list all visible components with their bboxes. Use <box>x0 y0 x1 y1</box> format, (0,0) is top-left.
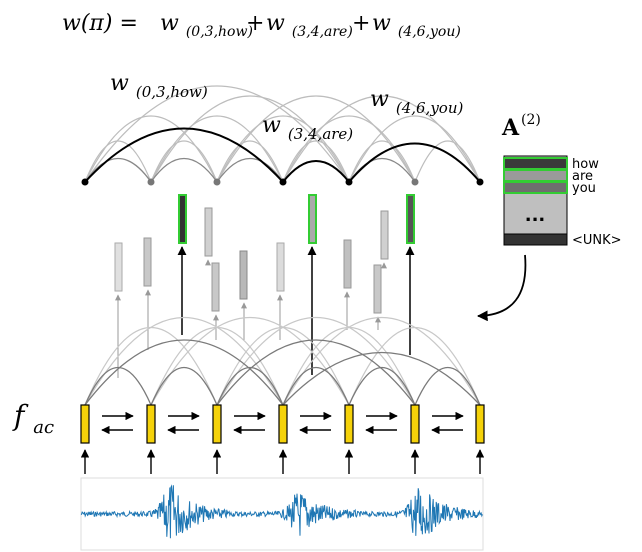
svg-text:w (4,6,you): w (4,6,you) <box>370 87 463 117</box>
rnn-cell-3 <box>278 404 288 444</box>
arc-are <box>282 160 350 183</box>
rnn-cell-1 <box>146 404 156 444</box>
matrix-label-you: you <box>572 181 596 196</box>
arc-label-are-base: w <box>262 113 281 138</box>
svg-text:w (4,6,you): w (4,6,you) <box>372 11 461 40</box>
matrix-row-unk <box>503 233 568 246</box>
rnn-cell-0 <box>80 404 90 444</box>
embedding-are <box>308 194 317 244</box>
svg-text:w(π) =: w(π) = <box>62 11 138 36</box>
svg-text:w (0,3,how): w (0,3,how) <box>110 71 208 101</box>
embedding-arrows-light <box>115 259 387 378</box>
equation-plus-2: + <box>352 11 370 36</box>
equation-term-3-sub: (4,6,you) <box>398 24 461 40</box>
equation-term-2-base: w <box>266 11 285 36</box>
equation-term-1-sub: (0,3,how) <box>186 24 253 40</box>
matrix-row-you <box>503 181 568 194</box>
embedding-matrix: A (2) ... how are you <UNK> <box>501 112 622 248</box>
rnn-cell-5 <box>410 404 420 444</box>
rnn-cell-2 <box>212 404 222 444</box>
matrix-title: A <box>501 115 520 141</box>
equation-plus-1: + <box>246 11 264 36</box>
arc-how <box>84 127 284 183</box>
arc-label-you-sub: (4,6,you) <box>396 99 464 117</box>
upper-lattice-nodes <box>81 178 484 186</box>
matrix-label-are: are <box>572 169 593 184</box>
equation-term-3-base: w <box>372 11 391 36</box>
matrix-row-how <box>503 157 568 170</box>
embedding-you <box>406 194 415 244</box>
matrix-row-are <box>503 169 568 182</box>
segment-embeddings <box>114 194 415 314</box>
lower-lattice-mid-arcs <box>84 339 481 406</box>
matrix-label-how: how <box>572 157 599 172</box>
arc-label-are-sub: (3,4,are) <box>288 125 353 143</box>
matrix-to-embedding-arrow <box>476 254 527 322</box>
equation-term-1-base: w <box>160 11 179 36</box>
matrix-label-unk: <UNK> <box>572 233 622 248</box>
selected-path-arcs <box>84 127 481 183</box>
equation-lhs: w(π) = <box>62 11 138 36</box>
arc-labels: w (0,3,how) w (3,4,are) w (4,6,you) <box>110 71 463 143</box>
lower-lattice-light-arcs <box>84 317 481 406</box>
speech-waveform <box>80 477 484 551</box>
top-equation: w(π) = w (0,3,how) + w (3,4,are) + w (4,… <box>62 11 461 40</box>
acoustic-encoder-label: f ac <box>12 399 54 438</box>
arc-label-how-sub: (0,3,how) <box>136 83 208 101</box>
rnn-cells <box>80 404 485 444</box>
matrix-superscript: (2) <box>521 112 541 128</box>
svg-text:w (0,3,how): w (0,3,how) <box>160 11 253 40</box>
matrix-ellipsis: ... <box>525 205 546 226</box>
equation-term-2-sub: (3,4,are) <box>292 24 353 40</box>
rnn-cell-4 <box>344 404 354 444</box>
svg-text:w (3,4,are): w (3,4,are) <box>266 11 353 40</box>
arc-label-you-base: w <box>370 87 389 112</box>
embedding-arrows-dark <box>177 246 415 375</box>
rnn-cell-6 <box>475 404 485 444</box>
input-arrows <box>80 449 485 474</box>
arc-you <box>348 142 481 183</box>
upper-lattice-light-arcs <box>84 85 481 183</box>
svg-text:w (3,4,are): w (3,4,are) <box>262 113 353 143</box>
upper-lattice-mid-arcs <box>84 157 416 183</box>
birnn-arrows <box>101 411 464 435</box>
arc-label-how-base: w <box>110 71 129 96</box>
embedding-how <box>178 194 187 244</box>
